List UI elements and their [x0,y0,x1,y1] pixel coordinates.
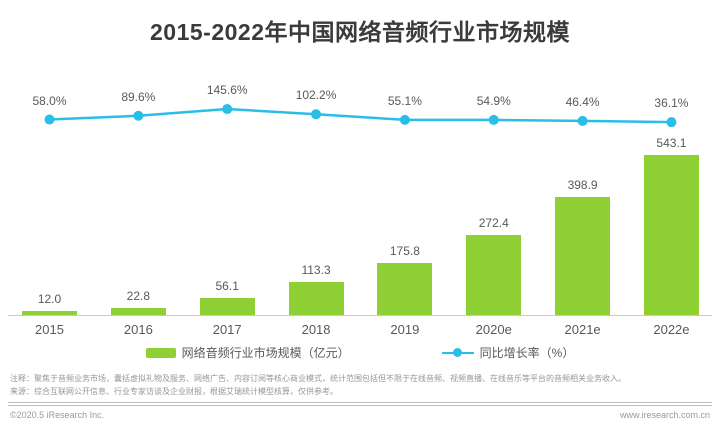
footnotes: 注释：聚焦于音频业务市场，囊括虚拟礼物及服务、网络广告、内容订阅等核心商业模式，… [10,373,712,399]
growth-value-label: 89.6% [121,89,156,104]
x-axis-label: 2020e [475,322,512,337]
bar-legend-swatch-icon [145,347,176,358]
x-axis-label: 2015 [35,322,64,337]
line-legend-marker-icon [441,348,474,358]
footer-divider [8,402,712,406]
market-size-bar [466,234,522,315]
legend-label-market-size: 网络音频行业市场规模（亿元） [181,346,350,360]
bar-value-label: 272.4 [478,215,509,230]
note-line-1: 注释：聚焦于音频业务市场，囊括虚拟礼物及服务、网络广告、内容订阅等核心商业模式，… [10,374,626,383]
growth-value-label: 36.1% [654,96,689,111]
growth-line-svg [44,104,677,128]
plot-area: 58.0% 12.0 2015 89.6% 22.8 2016 145.6% 56.1 2017… [0,71,720,346]
growth-point [222,104,233,115]
growth-point [488,114,499,125]
bar-value-label: 543.1 [656,136,687,150]
x-axis-label: 2019 [390,322,420,337]
x-axis-label: 2017 [212,322,242,337]
growth-value-label: 46.4% [565,94,600,109]
market-size-bar [288,281,344,315]
website-text: www.iresearch.com.cn [619,410,710,420]
x-axis-line [8,315,712,316]
bar-value-label: 12.0 [37,292,62,307]
growth-line [49,107,672,124]
market-size-bar [377,263,433,315]
bar-value-label: 175.8 [389,244,420,259]
growth-point [399,114,410,125]
growth-point [666,117,677,128]
legend-label-growth-rate: 同比增长率（%） [479,346,575,360]
growth-value-label: 58.0% [32,93,67,108]
growth-point [44,114,55,125]
market-size-bar [199,298,255,315]
growth-value-label: 55.1% [387,93,422,108]
market-size-bar [643,155,699,315]
growth-point [311,109,322,120]
growth-value-label: 102.2% [295,88,337,103]
chart-panel: { "chart_data": { "type": "bar", "title"… [0,13,720,430]
chart-title: 2015-2022年中国网络音频行业市场规模 [150,19,570,45]
growth-point [577,115,588,126]
legend-item-market-size: 网络音频行业市场规模（亿元） [145,344,350,361]
growth-value-label: 145.6% [206,83,248,98]
x-axis-label: 2016 [123,322,153,337]
market-size-bar [110,308,166,315]
footer-bar: ©2020.5 iResearch Inc. www.iresearch.com… [10,410,710,420]
bar-value-label: 113.3 [301,262,331,277]
market-size-bar [22,311,77,315]
bar-value-label: 398.9 [567,178,598,193]
x-axis-label: 2022e [653,322,690,337]
note-line-2: 来源：综合互联网公开信息、行业专家访谈及企业财报，根据艾瑞统计模型核算，仅供参考… [10,386,338,396]
market-size-bar [555,197,611,315]
legend: 网络音频行业市场规模（亿元） 同比增长率（%） [0,344,720,361]
bar-value-label: 22.8 [126,289,151,304]
bar-value-label: 56.1 [215,279,239,294]
growth-point [133,110,144,121]
x-axis-label: 2021e [564,322,601,337]
growth-value-label: 54.9% [476,93,511,108]
legend-item-growth-rate: 同比增长率（%） [441,344,575,361]
copyright-text: ©2020.5 iResearch Inc. [10,410,105,420]
x-axis-label: 2018 [301,322,331,337]
